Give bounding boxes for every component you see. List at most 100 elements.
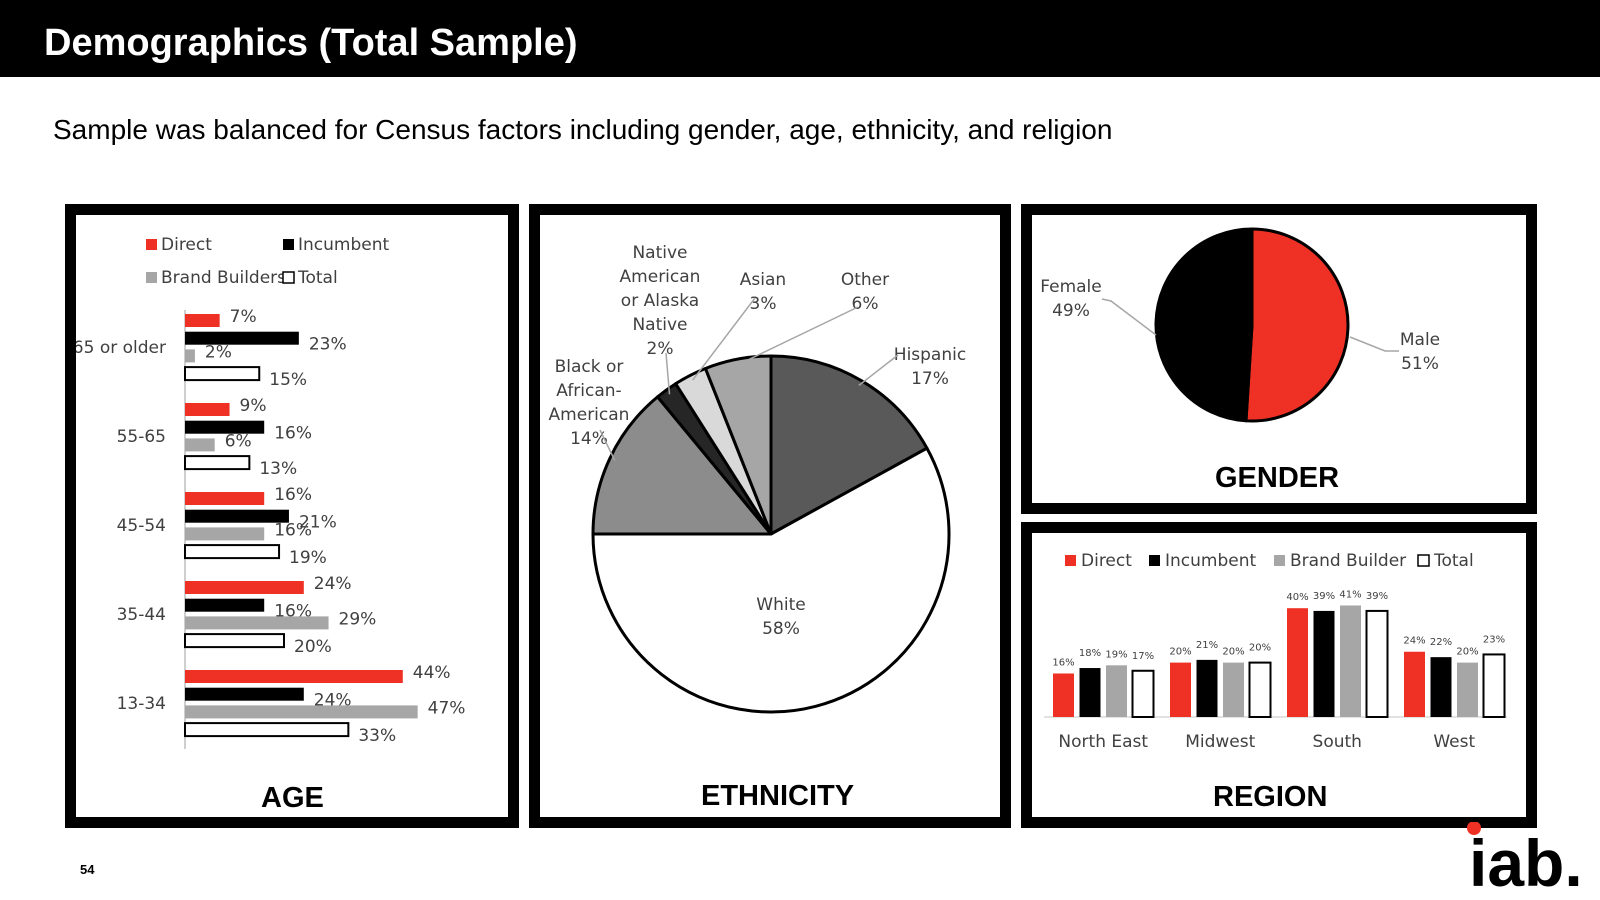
age-data-label: 16% [274,424,312,444]
age-category-label: 45-54 [117,516,166,536]
age-legend-swatch-direct [146,239,157,250]
ethnicity-leader-line-other [738,306,859,366]
gender-chart-title: GENDER [1215,462,1340,494]
gender-slice-female [1154,227,1254,423]
age-category-label: 65 or older [76,338,166,358]
page-number: 54 [80,862,95,877]
region-data-label: 21% [1196,640,1218,651]
region-bar-direct [1287,608,1308,717]
gender-leader-line-male [1349,336,1399,352]
age-bar-total [184,544,281,560]
ethnicity-label-white: White [756,595,805,615]
region-data-label: 24% [1403,636,1425,647]
age-bar-brand-builders [185,349,195,363]
region-chart-panel: Direct Incumbent Brand Builder Total 16% 18% 1… [1021,522,1537,828]
ethnicity-chart: Hispanic 17% White 58% Black or African- Ameri… [549,243,966,714]
ethnicity-label-native-american-or-alaska-native: Native [632,315,687,335]
age-data-label: 44% [413,663,451,683]
region-data-label: 18% [1079,648,1101,659]
region-bar-total [1365,609,1389,718]
ethnicity-pct-hispanic: 17% [911,369,949,389]
age-legend-label-incumbent: Incumbent [298,235,389,255]
region-bar-total [1482,653,1506,719]
age-category-label: 13-34 [117,694,166,714]
age-bar-direct [185,492,265,505]
ethnicity-slice-white [591,446,951,714]
age-bar-total [184,722,350,738]
gender-chart: Male 51% Female 49% [1040,227,1440,423]
region-bar-direct [1404,651,1425,717]
region-category-label: West [1433,732,1475,752]
age-bar-incumbent [185,598,265,612]
region-bar-direct [1053,673,1074,717]
age-bar-direct [185,581,304,594]
age-bar-incumbent [185,331,299,345]
gender-pct-male: 51% [1401,354,1439,374]
region-data-label: 23% [1483,634,1505,645]
page-title: Demographics (Total Sample) [44,22,578,64]
region-data-label: 20% [1169,647,1191,658]
region-data-label: 16% [1052,657,1074,668]
ethnicity-label-black-or-african-american: African- [556,381,621,401]
age-data-label: 23% [309,335,347,355]
age-data-label: 33% [358,726,396,746]
gender-pct-female: 49% [1052,301,1090,321]
region-data-label: 40% [1286,592,1308,603]
region-data-label: 20% [1249,643,1271,654]
page-subtitle: Sample was balanced for Census factors i… [53,114,1113,145]
ethnicity-slice-other [703,354,773,536]
age-chart-panel: Direct Incumbent Brand Builders Total 65 or … [65,204,519,828]
region-bar-total [1131,669,1155,718]
region-legend-swatch-total [1417,554,1430,567]
ethnicity-pct-white: 58% [762,619,800,639]
ethnicity-pct-asian: 3% [750,294,777,314]
ethnicity-leader-line-black-or-african-american [599,429,616,461]
region-legend-label-brand-builder: Brand Builder [1290,551,1406,571]
age-chart: Direct Incumbent Brand Builders Total 65 or … [76,235,466,749]
iab-logo-dot [1467,822,1481,835]
age-data-label: 9% [240,396,267,416]
ethnicity-slice-hispanic [769,354,929,536]
age-bar-direct [185,314,220,327]
ethnicity-label-asian: Asian [740,270,786,290]
ethnicity-label-native-american-or-alaska-native: American [620,267,701,287]
age-data-label: 7% [230,307,257,327]
gender-label-male: Male [1400,330,1440,350]
age-legend-label-total: Total [297,268,338,288]
region-legend-swatch-incumbent [1149,555,1160,566]
ethnicity-label-hispanic: Hispanic [894,345,966,365]
age-bar-incumbent [185,687,304,701]
age-legend-swatch-brand-builders [146,272,157,283]
ethnicity-leader-line-asian [692,297,756,381]
age-bar-brand-builders [185,527,265,541]
region-data-label: 39% [1313,591,1335,602]
age-bar-total [184,455,251,471]
region-bar-total [1248,661,1272,719]
region-bar-incumbent [1313,610,1335,717]
region-data-label: 19% [1105,649,1127,660]
region-category-label: Midwest [1185,732,1255,752]
region-data-label: 22% [1430,637,1452,648]
gender-leader-line-female [1101,298,1157,336]
gender-chart-panel: Male 51% Female 49% GENDER [1021,204,1537,514]
region-data-label: 17% [1132,651,1154,662]
ethnicity-label-black-or-african-american: Black or [555,357,624,377]
ethnicity-chart-title: ETHNICITY [701,780,855,812]
iab-logo-text: iab. [1469,826,1583,892]
title-bar: Demographics (Total Sample) [0,0,1600,77]
age-category-label: 35-44 [117,605,166,625]
age-data-label: 16% [274,520,312,540]
region-bar-incumbent [1079,668,1101,717]
age-category-label: 55-65 [117,427,166,447]
region-data-label: 39% [1366,591,1388,602]
age-bar-incumbent [185,509,289,523]
age-data-label: 15% [269,370,307,390]
age-data-label: 47% [428,698,466,718]
age-data-label: 29% [339,609,377,629]
ethnicity-label-other: Other [841,270,889,290]
region-category-label: North East [1058,732,1148,752]
age-bar-direct [185,403,230,416]
ethnicity-leader-line-native-american-or-alaska-native [665,352,671,395]
age-data-label: 13% [259,459,297,479]
gender-slice-male [1244,227,1350,423]
